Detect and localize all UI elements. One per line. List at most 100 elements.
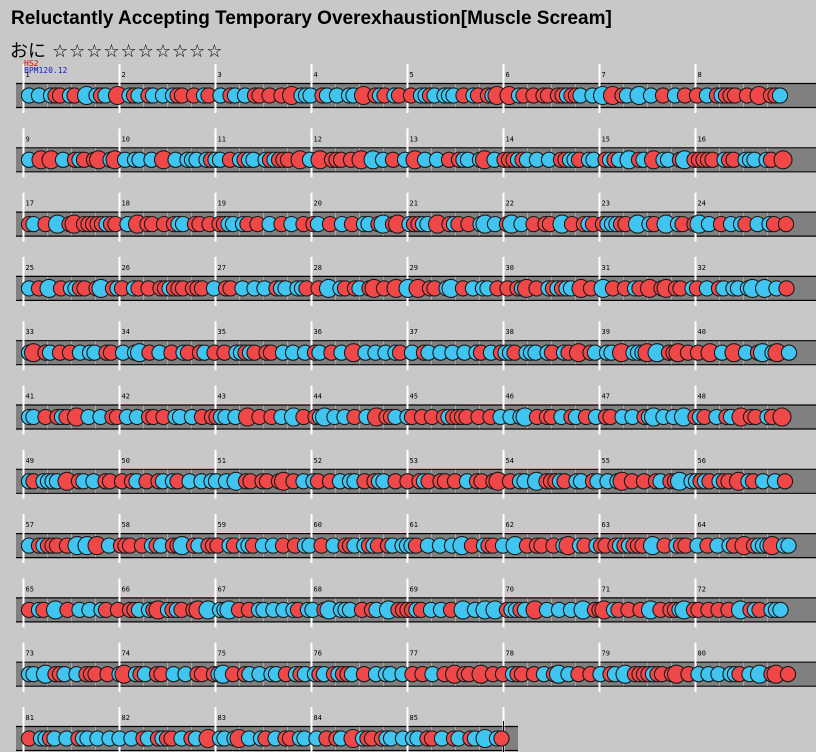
bar-number: 74 — [122, 650, 130, 658]
bar-number: 64 — [698, 521, 706, 529]
bar-number: 83 — [218, 714, 226, 722]
bar-number: 22 — [506, 200, 514, 208]
bar-number: 75 — [218, 650, 226, 658]
bar-number: 66 — [122, 585, 130, 593]
bar-number: 15 — [602, 135, 610, 143]
don-note — [773, 150, 793, 170]
ka-note — [780, 537, 797, 554]
don-note — [772, 407, 792, 427]
bar-number: 49 — [26, 457, 34, 465]
bar-number: 29 — [410, 264, 418, 272]
difficulty-oni-label: おに — [10, 41, 46, 62]
bpm-label: BPM120.12 — [24, 66, 68, 75]
bar-number: 73 — [26, 650, 34, 658]
bar-number: 27 — [218, 264, 226, 272]
bar-number: 59 — [218, 521, 226, 529]
bar-number: 47 — [602, 393, 610, 401]
chart-meta: HS2 BPM120.12 — [24, 59, 68, 75]
bar-number: 19 — [218, 200, 226, 208]
bar-number: 40 — [698, 328, 706, 336]
bar-number: 9 — [26, 135, 30, 143]
ka-note — [772, 601, 789, 619]
bar-number: 36 — [314, 328, 322, 336]
bar-number: 23 — [602, 200, 610, 208]
bar-number: 65 — [26, 585, 34, 593]
bar-number: 35 — [218, 328, 226, 336]
bar-number: 46 — [506, 393, 514, 401]
bar-number: 30 — [506, 264, 514, 272]
bar-number: 55 — [602, 457, 610, 465]
bar-number: 17 — [26, 200, 34, 208]
bar-number: 44 — [314, 393, 322, 401]
bar-number: 69 — [410, 585, 418, 593]
bar-number: 25 — [26, 264, 34, 272]
difficulty-row: おに ☆☆☆☆☆☆☆☆☆☆ — [10, 37, 223, 63]
bar-number: 63 — [602, 521, 610, 529]
bar-number: 77 — [410, 650, 418, 658]
bar-number: 84 — [314, 714, 322, 722]
bar-number: 3 — [218, 71, 222, 79]
bar-number: 8 — [698, 71, 702, 79]
bar-number: 80 — [698, 650, 706, 658]
bar-number: 76 — [314, 650, 322, 658]
bar-number: 70 — [506, 585, 514, 593]
bar-number: 79 — [602, 650, 610, 658]
bar-number: 24 — [698, 200, 706, 208]
bar-number: 39 — [602, 328, 610, 336]
bar-number: 21 — [410, 200, 418, 208]
song-title: Reluctantly Accepting Temporary Overexha… — [11, 8, 612, 29]
don-note — [779, 666, 797, 683]
bar-number: 31 — [602, 264, 610, 272]
bar-number: 51 — [218, 457, 226, 465]
bar-number: 82 — [122, 714, 130, 722]
bar-number: 2 — [122, 71, 126, 79]
bar-number: 41 — [26, 393, 34, 401]
bar-number: 11 — [218, 135, 226, 143]
ka-note — [780, 344, 798, 361]
bar-number: 37 — [410, 328, 418, 336]
bar-number: 4 — [314, 71, 318, 79]
bar-number: 1 — [26, 71, 30, 79]
don-note — [776, 473, 794, 490]
bar-number: 54 — [506, 457, 514, 465]
bar-number: 48 — [698, 393, 706, 401]
don-note — [778, 280, 795, 297]
bar-number: 68 — [314, 585, 322, 593]
ka-note — [771, 87, 789, 104]
scroll-speed-label: HS2 — [24, 59, 39, 68]
bar-number: 45 — [410, 393, 418, 401]
bar-number: 53 — [410, 457, 418, 465]
bar-number: 52 — [314, 457, 322, 465]
bar-number: 42 — [122, 393, 130, 401]
don-note — [777, 215, 795, 233]
bar-number: 62 — [506, 521, 514, 529]
bar-number: 7 — [602, 71, 606, 79]
bar-number: 16 — [698, 135, 706, 143]
bar-number: 57 — [26, 521, 34, 529]
bar-number: 26 — [122, 264, 130, 272]
bar-number: 67 — [218, 585, 226, 593]
bar-number: 72 — [698, 585, 706, 593]
bar-number: 12 — [314, 135, 322, 143]
bar-number: 10 — [122, 135, 130, 143]
bar-number: 34 — [122, 328, 130, 336]
bar-number: 33 — [26, 328, 34, 336]
bar-number: 43 — [218, 393, 226, 401]
bar-number: 32 — [698, 264, 706, 272]
bar-number: 50 — [122, 457, 130, 465]
bar-number: 71 — [602, 585, 610, 593]
bar-number: 6 — [506, 71, 510, 79]
bar-number: 81 — [26, 714, 34, 722]
bar-number: 78 — [506, 650, 514, 658]
bar-number: 28 — [314, 264, 322, 272]
don-note — [493, 730, 510, 747]
bar-number: 61 — [410, 521, 418, 529]
bar-number: 56 — [698, 457, 706, 465]
bar-number: 14 — [506, 135, 514, 143]
bar-number: 58 — [122, 521, 130, 529]
bar-number: 60 — [314, 521, 322, 529]
bar-number: 20 — [314, 200, 322, 208]
star-rating-icon: ☆☆☆☆☆☆☆☆☆☆ — [52, 41, 224, 62]
bar-number: 85 — [410, 714, 418, 722]
